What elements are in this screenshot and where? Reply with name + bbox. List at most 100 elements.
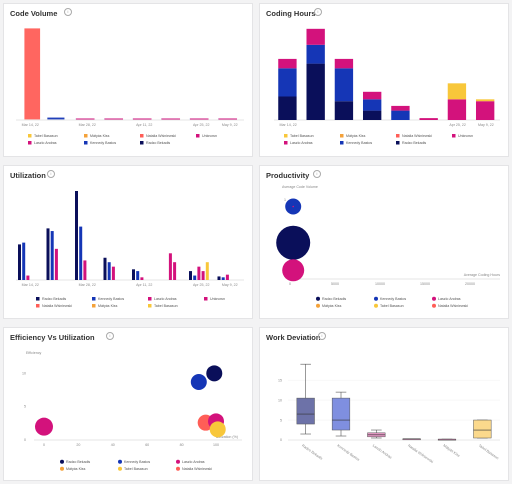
legend-marker <box>374 303 378 308</box>
bar <box>306 28 325 45</box>
bar <box>201 271 205 280</box>
data-point <box>35 417 53 436</box>
x-tick-label: Tabel Basasun <box>478 444 500 461</box>
y-axis-title: Efficiency <box>26 351 42 355</box>
panel-title: Work Deviation <box>266 333 321 342</box>
coding-hours-panel: Coding Hours i Mar 14, 22 Apr 25, 22 May 9… <box>259 3 509 157</box>
bar <box>278 68 297 97</box>
y-tick-label: 15 <box>278 378 282 382</box>
bar <box>75 191 78 280</box>
bar <box>362 91 382 100</box>
bar <box>475 101 495 120</box>
bar <box>76 118 95 120</box>
bar <box>46 228 50 280</box>
legend-label: Mátyás Kiss <box>66 467 86 471</box>
legend-marker <box>340 134 344 138</box>
legend-label: Laszlo Andras <box>34 141 57 145</box>
info-icon[interactable]: i <box>318 332 326 340</box>
x-axis-title: Utilization (%) <box>216 435 238 439</box>
code-volume-panel: Code Volume i Mar 14, 22 Mar 28, 22 Apr 11… <box>3 3 253 157</box>
legend-marker <box>176 459 180 464</box>
bar <box>391 105 410 111</box>
legend-label: Kennedy Bastos <box>90 141 116 145</box>
x-tick-label: Apr 25, 22 <box>193 283 210 287</box>
legend-marker <box>36 304 40 308</box>
bar <box>419 118 438 120</box>
info-icon[interactable]: i <box>313 170 321 178</box>
legend-label: Unknown <box>210 297 225 301</box>
bar <box>334 68 354 102</box>
code-volume-chart: Mar 14, 22 Mar 28, 22 Apr 11, 22 Apr 25, 22… <box>16 28 244 145</box>
legend-label: Kennedy Bastos <box>124 460 150 464</box>
bar <box>26 275 30 280</box>
bar <box>205 262 209 280</box>
x-axis-title: Average Coding Hours <box>464 273 500 277</box>
y-tick-label: 5 <box>280 418 282 422</box>
bar <box>107 262 111 280</box>
bar <box>190 118 209 120</box>
info-icon[interactable]: i <box>64 8 72 16</box>
legend-label: Laszlo Andras <box>154 297 177 301</box>
legend-label: Radzo Bekadis <box>42 297 66 301</box>
legend-label: Tabel Basasun <box>34 134 58 138</box>
legend-label: Natalia Wiśniewski <box>42 304 72 308</box>
x-tick-label: 5000 <box>331 282 339 286</box>
legend-label: Kennedy Bastos <box>98 297 124 301</box>
info-icon[interactable]: i <box>47 170 55 178</box>
legend-label: Mátyás Kiss <box>346 134 366 138</box>
x-tick-label: Apr 11, 22 <box>136 123 152 127</box>
legend-marker <box>176 466 180 471</box>
bar <box>362 99 382 111</box>
bar <box>334 58 354 69</box>
bar <box>50 231 54 280</box>
x-tick-label: Laszlo Andras <box>372 444 393 460</box>
x-tick-label: Apr 25, 22 <box>193 123 210 127</box>
legend-label: Mátyás Kiss <box>98 304 118 308</box>
bar <box>217 276 221 280</box>
legend-label: Laszlo Andras <box>438 297 461 301</box>
legend-marker <box>374 296 378 301</box>
x-tick-label: Mar 28, 22 <box>79 123 96 127</box>
x-tick-label: May 9, 22 <box>222 123 238 127</box>
bar <box>24 28 41 120</box>
x-tick-label: Mar 14, 22 <box>22 283 39 287</box>
bar <box>140 277 144 280</box>
y-tick-label: 1 <box>284 198 286 202</box>
data-point <box>276 225 311 260</box>
legend-marker <box>396 134 400 138</box>
x-tick-label: 0 <box>43 443 45 447</box>
legend-marker <box>432 296 436 301</box>
info-icon[interactable]: i <box>314 8 322 16</box>
legend-marker <box>118 459 122 464</box>
legend-marker <box>28 141 32 145</box>
legend-marker <box>92 297 96 301</box>
x-tick-label: 60 <box>145 443 149 447</box>
utilization-panel: Utilization i Mar 14, 22 Mar 28, 22 Apr 11… <box>3 165 253 319</box>
legend-label: Radzo Bekadis <box>146 141 170 145</box>
legend-marker <box>60 466 64 471</box>
legend-label: Natalia Wiśniewski <box>182 467 212 471</box>
bar <box>306 63 325 120</box>
y-tick-label: 0 <box>24 438 26 442</box>
bar <box>221 277 225 280</box>
legend-label: Natalia Wiśniewski <box>438 304 468 308</box>
bar <box>447 83 467 100</box>
bar <box>197 266 201 280</box>
legend-marker <box>284 141 288 145</box>
legend-label: Natalia Wiśniewski <box>402 134 432 138</box>
bar <box>306 44 325 64</box>
x-tick-label: 15000 <box>420 282 430 286</box>
legend-label: Unknown <box>458 134 473 138</box>
bar <box>173 262 177 280</box>
x-tick-label: Apr 11, 22 <box>136 283 152 287</box>
legend-marker <box>340 141 344 145</box>
legend-label: Natalia Wiśniewski <box>146 134 176 138</box>
bar <box>133 118 152 120</box>
y-tick-label: 5 <box>24 405 26 409</box>
legend-label: Tabel Basasun <box>380 304 404 308</box>
info-icon[interactable]: i <box>106 332 114 340</box>
x-tick-label: Radzo Bekadis <box>301 444 323 461</box>
legend-label: Radzo Bekadis <box>66 460 90 464</box>
legend-marker <box>196 134 200 138</box>
legend-marker <box>36 297 40 301</box>
